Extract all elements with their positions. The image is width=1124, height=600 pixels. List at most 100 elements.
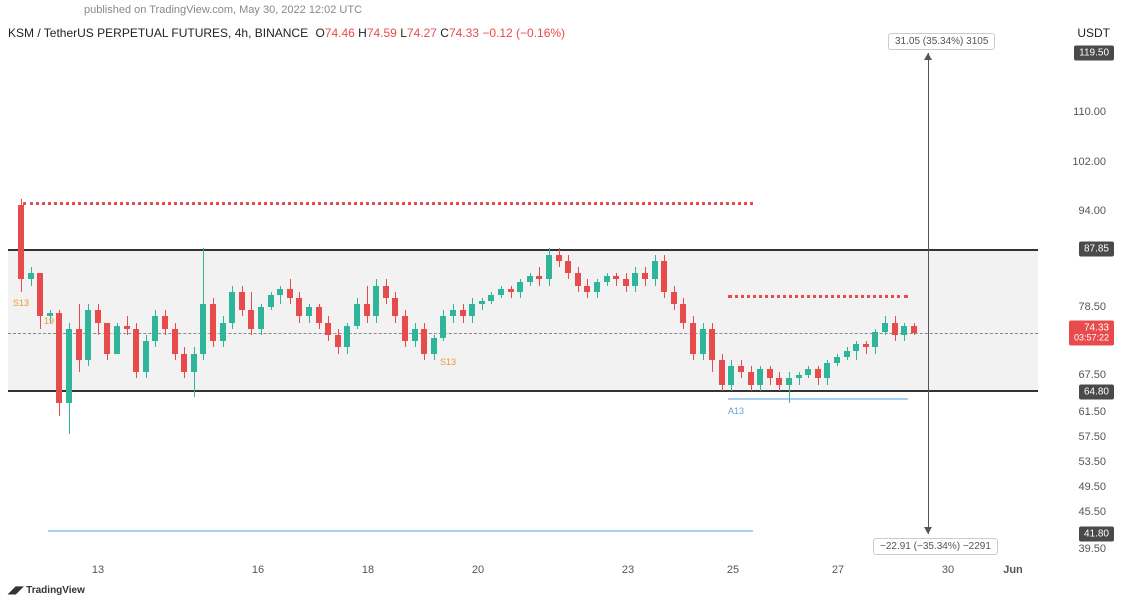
x-tick: 23 [622,564,634,576]
x-tick: 20 [472,564,484,576]
candle-body [700,329,706,354]
y-axis: 110.00102.0094.0078.5067.5061.5057.5053.… [1042,44,1120,558]
resistance-line [728,295,908,298]
x-tick: 16 [252,564,264,576]
y-axis-title: USDT [1077,26,1110,40]
candle-body [440,316,446,338]
support-line [728,398,908,400]
candle-body [575,273,581,285]
candle-body [239,292,245,311]
candle-body [383,286,389,298]
candle-body [181,354,187,373]
price-badge: 41.80 [1079,527,1114,542]
symbol-text: KSM / TetherUS PERPETUAL FUTURES, 4h, BI… [8,26,308,40]
y-tick: 102.00 [1072,156,1106,168]
x-tick: 13 [92,564,104,576]
candle-body [594,282,600,291]
candle-body [517,282,523,291]
candle-body [834,357,840,363]
price-badge: 87.85 [1079,242,1114,257]
candle-body [56,313,62,403]
candle-body [498,289,504,295]
candle-body [853,344,859,350]
x-tick: 27 [832,564,844,576]
candle-body [892,323,898,335]
candle-body [373,286,379,317]
candle-body [28,273,34,279]
candle-body [18,205,24,279]
candle-body [220,323,226,342]
candle-body [133,329,139,372]
candle-body [527,276,533,282]
candle-body [508,289,514,292]
candle-body [690,323,696,354]
candle-wick [789,372,790,403]
candle-body [296,298,302,317]
candle-body [229,292,235,323]
candle-body [546,255,552,280]
candle-body [172,329,178,354]
x-tick: Jun [1003,564,1023,576]
candle-body [613,276,619,279]
candle-body [143,341,149,372]
candle-body [709,329,715,360]
published-text: published on TradingView.com, May 30, 20… [84,4,362,16]
candle-body [287,289,293,298]
candle-body [412,329,418,341]
arrow-head-up [924,53,932,60]
annotation-label: A13 [728,406,744,416]
y-tick: 57.50 [1078,431,1106,443]
candle-body [85,310,91,360]
chart-area[interactable]: 31.05 (35.34%) 3105−22.91 (−35.34%) −229… [8,44,1038,558]
candle-body [738,366,744,372]
chart-header: KSM / TetherUS PERPETUAL FUTURES, 4h, BI… [8,26,565,40]
y-tick: 110.00 [1073,106,1106,118]
candle-body [104,323,110,354]
candle-body [162,316,168,328]
candle-body [277,289,283,295]
candle-wick [616,273,617,285]
candle-body [844,351,850,357]
annotation-label: 19 [44,316,54,326]
candle-body [460,310,466,316]
y-tick: 61.50 [1078,406,1106,418]
y-tick: 67.50 [1078,369,1106,381]
ohlc-block: O74.46 H74.59 L74.27 C74.33 −0.12 (−0.16… [315,26,565,40]
candle-body [124,326,130,329]
candle-body [37,273,43,316]
candle-body [748,372,754,384]
candle-body [901,326,907,335]
y-tick: 78.50 [1078,301,1106,313]
candle-body [325,323,331,335]
candle-body [306,307,312,316]
measure-label-top: 31.05 (35.34%) 3105 [888,33,995,50]
candle-body [421,329,427,354]
arrow-head-down [924,527,932,534]
candle-body [872,332,878,347]
candle-body [863,344,869,347]
candle-body [776,378,782,384]
price-badge: 74.3303:57:22 [1069,321,1114,346]
candle-body [632,273,638,285]
candle-wick [866,341,867,353]
price-badge: 119.50 [1074,46,1114,61]
candle-body [152,316,158,341]
candle-body [488,295,494,301]
candle-body [604,276,610,282]
current-price-line [8,333,1038,334]
x-tick: 30 [942,564,954,576]
candle-body [728,366,734,385]
candle-body [661,261,667,292]
candle-body [450,310,456,316]
candle-body [767,369,773,378]
candle-body [335,335,341,347]
candle-body [431,338,437,353]
x-tick: 18 [362,564,374,576]
candle-body [536,276,542,279]
measure-arrow-up [928,53,929,392]
candle-body [565,261,571,273]
candle-body [680,304,686,323]
candle-body [200,304,206,354]
y-tick: 39.50 [1078,543,1106,555]
candle-body [210,304,216,341]
